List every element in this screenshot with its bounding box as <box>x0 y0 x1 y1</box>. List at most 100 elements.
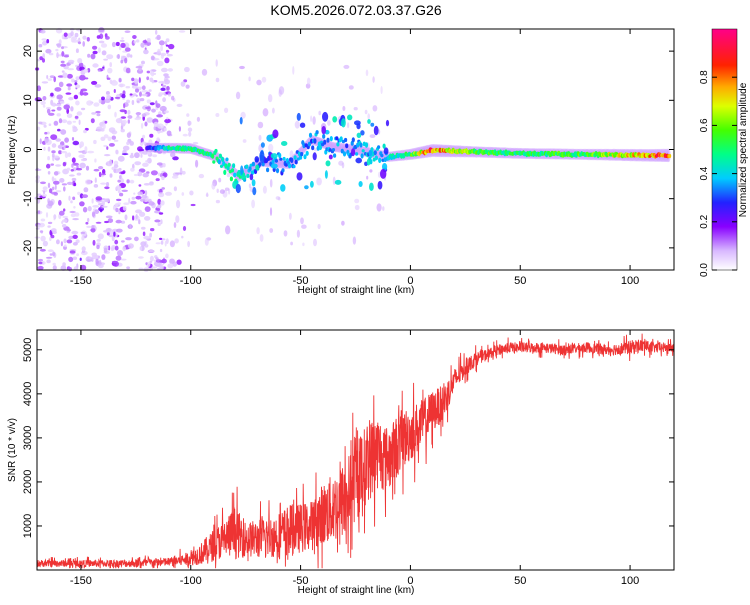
spectrogram-noise-blob <box>174 238 179 244</box>
spectrogram-noise-blob <box>332 176 336 185</box>
spectrogram-noise-blob <box>45 212 49 218</box>
colorbar-ticks: 0.0 0.2 0.4 0.6 0.8 <box>699 70 737 277</box>
spectrogram-noise-blob <box>76 172 82 176</box>
spectrogram-noise-blob <box>128 197 131 204</box>
spectrogram-noise-blob <box>154 219 161 223</box>
spectrogram-noise-blob <box>96 113 101 117</box>
spectrogram-noise-blob <box>172 156 179 161</box>
spectrogram-noise-blob <box>72 256 78 260</box>
spectrogram-ridge <box>281 168 285 173</box>
spectrogram-noise-blob <box>225 225 231 235</box>
spectrogram-noise-blob <box>102 168 106 175</box>
spectrogram-noise-blob <box>42 58 45 63</box>
spectrogram-noise-blob <box>159 237 163 240</box>
spectrogram-noise-blob <box>105 91 110 95</box>
snr-ytick-label: 4000 <box>22 382 34 406</box>
spectrogram-noise-blob <box>126 132 131 138</box>
spectrogram-noise-blob <box>79 141 85 148</box>
spectrogram-noise-blob <box>73 128 79 131</box>
spectrogram-noise-blob <box>99 209 103 213</box>
spectrogram-ridge <box>377 145 381 150</box>
spectrogram-noise-blob <box>165 50 170 53</box>
spectrogram-noise-blob <box>39 138 42 145</box>
spectrogram-xtick-label: 100 <box>621 275 639 287</box>
spectrogram-noise-blob <box>192 141 199 145</box>
spectrogram-noise-blob <box>87 206 92 212</box>
spectrogram-noise-blob <box>140 122 144 129</box>
spectrogram-noise-blob <box>369 169 373 173</box>
spectrogram-noise-blob <box>62 208 66 212</box>
spectrogram-noise-blob <box>122 145 130 151</box>
spectrogram-noise-blob <box>338 160 344 166</box>
spectrogram-noise-blob <box>100 43 108 48</box>
spectrogram-noise-blob <box>129 154 135 159</box>
colorbar-tick-label: 0.2 <box>699 214 710 228</box>
spectrogram-noise-blob <box>155 178 160 182</box>
spectrogram-noise-blob <box>176 103 183 107</box>
spectrogram-noise-blob <box>126 179 130 184</box>
spectrogram-noise-blob <box>141 194 148 199</box>
spectrogram-ytick-label: -10 <box>22 191 34 207</box>
spectrogram-noise-blob <box>70 169 75 172</box>
spectrogram-ridge-clump <box>270 163 278 169</box>
spectrogram-noise-blob <box>187 127 193 132</box>
spectrogram-noise-blob <box>71 78 75 83</box>
spectrogram-noise-blob <box>58 39 62 45</box>
spectrogram-noise-blob <box>64 137 69 143</box>
spectrogram-ridge-clump <box>270 153 278 159</box>
spectrogram-noise-blob <box>135 112 142 116</box>
spectrogram-noise-blob <box>113 164 119 169</box>
spectrogram-noise-blob <box>173 222 177 228</box>
spectrogram-ridge <box>258 162 262 167</box>
spectrogram-noise-blob <box>143 235 151 240</box>
spectrogram-noise-blob <box>313 238 317 247</box>
spectrogram-noise-blob <box>52 262 56 266</box>
spectrogram-noise-blob <box>167 263 174 269</box>
spectrogram-noise-blob <box>115 255 122 261</box>
spectrogram-noise-blob <box>79 201 85 207</box>
spectrogram-noise-blob <box>165 253 169 259</box>
spectrogram-noise-blob <box>148 182 154 186</box>
spectrogram-noise-blob <box>150 55 155 61</box>
spectrogram-noise-blob <box>55 164 61 167</box>
spectrogram-noise-blob <box>72 242 78 246</box>
spectrogram-noise-blob <box>141 113 147 118</box>
spectrogram-noise-blob <box>316 177 322 186</box>
spectrogram-noise-blob <box>342 106 346 111</box>
spectrogram-noise-blob <box>137 191 143 196</box>
spectrogram-noise-blob <box>178 126 181 132</box>
spectrogram-noise-blob <box>107 104 112 110</box>
spectrogram-noise-blob <box>144 190 148 196</box>
spectrogram-noise-blob <box>268 94 273 103</box>
spectrogram-noise-blob <box>63 104 70 110</box>
spectrogram-noise-blob <box>148 89 152 92</box>
spectrogram-ridge <box>322 134 326 139</box>
spectrogram-noise-blob <box>83 68 89 73</box>
spectrogram-noise-blob <box>372 105 378 112</box>
spectrogram-noise-blob <box>164 110 169 114</box>
spectrogram-noise-blob <box>82 41 85 47</box>
snr-ytick-label: 1000 <box>22 514 34 538</box>
spectrogram-noise-blob <box>38 44 43 48</box>
spectrogram-noise-blob <box>242 139 247 143</box>
spectrogram-noise-blob <box>187 120 192 126</box>
spectrogram-noise-blob <box>91 225 95 229</box>
spectrogram-noise-blob <box>79 74 86 81</box>
spectrogram-ridge <box>245 164 249 169</box>
spectrogram-noise-blob <box>170 152 176 158</box>
spectrogram-noise-blob <box>131 77 135 82</box>
spectrogram-noise-blob <box>98 40 105 44</box>
spectrogram-noise-blob <box>97 47 101 53</box>
spectrogram-noise-blob <box>97 69 101 72</box>
spectrogram-noise-blob <box>37 58 40 62</box>
spectrogram-noise-blob <box>166 86 170 91</box>
spectrogram-noise-blob <box>300 217 304 225</box>
spectrogram-noise-blob <box>81 246 86 252</box>
spectrogram-noise-blob <box>165 191 172 196</box>
spectrogram-noise-blob <box>131 196 135 200</box>
spectrogram-noise-blob <box>178 30 186 33</box>
spectrogram-noise-blob <box>134 161 142 166</box>
spectrogram-noise-blob <box>104 120 108 124</box>
